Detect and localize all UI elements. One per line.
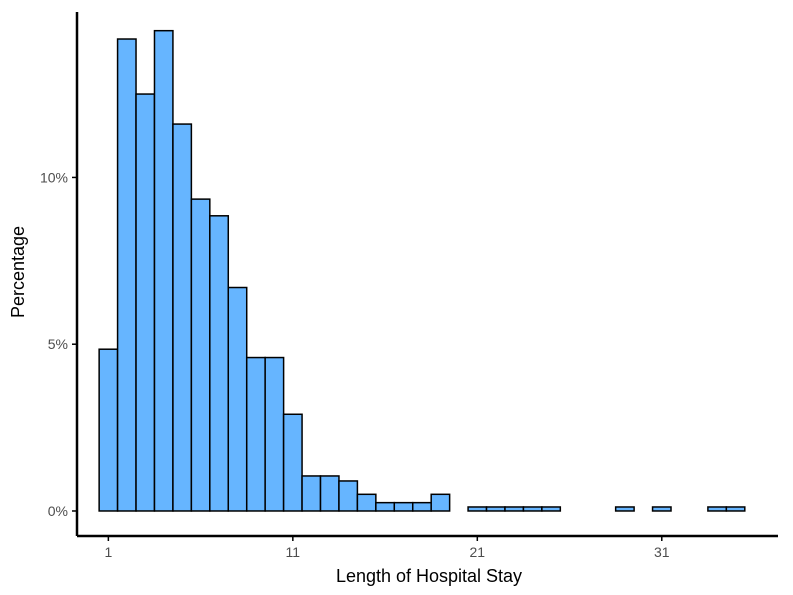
histogram-bar-22 bbox=[485, 506, 506, 512]
y-axis-ticks: 0% 5% 10% bbox=[40, 169, 77, 519]
x-tick-label: 1 bbox=[104, 544, 112, 560]
histogram-bar-12 bbox=[301, 475, 322, 512]
y-tick-label: 10% bbox=[40, 169, 68, 185]
histogram-bar-7 bbox=[209, 215, 230, 512]
histogram-bar-29 bbox=[614, 506, 635, 512]
x-tick-label: 11 bbox=[286, 544, 301, 560]
histogram-bar-14 bbox=[338, 480, 359, 512]
y-tick-label: 5% bbox=[48, 336, 68, 352]
x-tick-label: 21 bbox=[470, 544, 486, 560]
bars-group bbox=[98, 29, 746, 512]
y-tick-label: 0% bbox=[48, 503, 68, 519]
histogram-bar-21 bbox=[467, 506, 488, 512]
histogram-bar-19 bbox=[430, 493, 451, 512]
histogram-bar-13 bbox=[319, 475, 340, 512]
histogram-bar-11 bbox=[282, 413, 303, 512]
histogram-bar-6 bbox=[190, 198, 211, 512]
histogram-bar-18 bbox=[411, 501, 432, 512]
histogram-bar-8 bbox=[227, 286, 248, 512]
histogram-bar-9 bbox=[245, 356, 266, 512]
histogram-bar-25 bbox=[541, 506, 562, 512]
histogram-bar-4 bbox=[153, 29, 174, 512]
histogram-bar-24 bbox=[522, 506, 543, 512]
histogram-bar-5 bbox=[172, 123, 193, 512]
y-axis-title: Percentage bbox=[8, 226, 28, 318]
histogram-bar-3 bbox=[135, 93, 156, 512]
histogram-bar-15 bbox=[356, 493, 377, 512]
histogram-bar-34 bbox=[707, 506, 728, 512]
histogram-bar-17 bbox=[393, 501, 414, 512]
histogram-bar-16 bbox=[375, 501, 396, 512]
histogram-bar-35 bbox=[725, 506, 746, 512]
x-axis-ticks: 1 11 21 31 bbox=[104, 536, 670, 560]
x-axis-title: Length of Hospital Stay bbox=[336, 566, 522, 586]
x-tick-label: 31 bbox=[654, 544, 670, 560]
histogram-bar-23 bbox=[504, 506, 525, 512]
histogram-bar-10 bbox=[264, 356, 285, 512]
histogram-bar-31 bbox=[651, 506, 672, 512]
histogram-bar-1 bbox=[98, 348, 119, 512]
histogram-bar-2 bbox=[116, 38, 137, 512]
